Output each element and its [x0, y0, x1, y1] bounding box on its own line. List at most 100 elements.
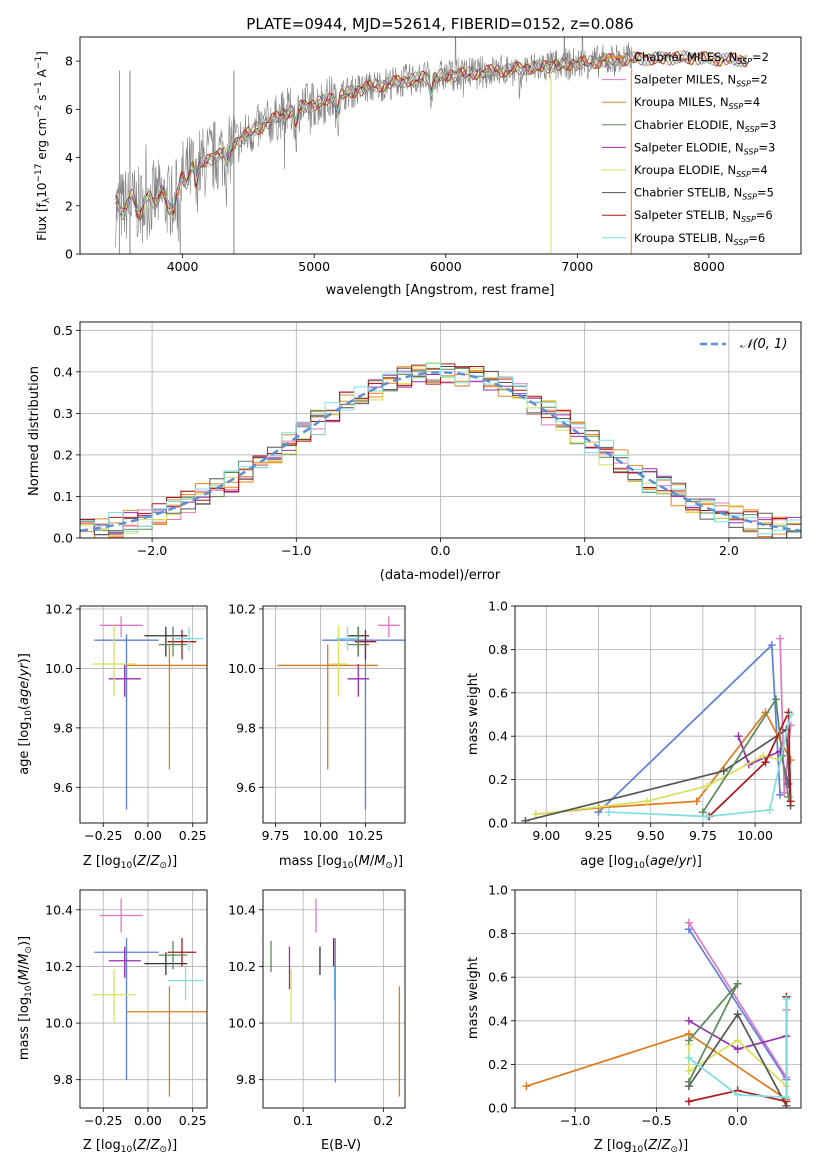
age-vs-Z-panel: −0.25 0.00 0.25 9.6 9.8 10.0 10.2	[45, 601, 208, 843]
y-tick-label: 10.2	[228, 959, 256, 974]
x-tick-label: −2.0	[137, 543, 167, 558]
y-tick-label: 0.6	[488, 685, 508, 700]
legend-label: Chabrier STELIB, NSSP=5	[634, 186, 774, 202]
weight-vs-age-panel: 9.00 9.25 9.50 9.75 10.00 0.0 0.2 0.4 0.6 0.8 1.0	[488, 599, 802, 844]
plot-marks	[92, 616, 207, 810]
y-tick-label: 0.0	[488, 816, 508, 831]
legend-value: =4	[743, 95, 760, 109]
ticks: 9.00 9.25 9.50 9.75 10.00 0.0 0.2 0.4 0.6 0.8 1.0	[488, 599, 773, 844]
x-tick-label: −0.5	[641, 1113, 671, 1128]
massZ-ylabel: mass [log10(M/M⊙)]	[17, 936, 34, 1060]
y-tick-label: 10.0	[228, 1016, 256, 1031]
plot-marks	[522, 918, 791, 1108]
wZ-ylabel: mass weight	[466, 957, 481, 1039]
axes-frame	[262, 889, 406, 1109]
y-tick-label: 0.6	[488, 970, 508, 985]
grid	[515, 605, 801, 824]
legend-value: =2	[752, 50, 769, 64]
grid	[263, 606, 405, 823]
legend-subscript: SSP	[736, 80, 751, 89]
model-spectrum-line	[115, 50, 748, 220]
weight-point	[684, 918, 693, 927]
weight-line	[535, 754, 781, 816]
plot-marks	[80, 362, 801, 538]
legend-subscript: SSP	[736, 170, 751, 179]
observed-spectrum	[115, 37, 633, 254]
legend-value: =3	[758, 140, 775, 154]
y-tick-label: 9.6	[236, 780, 256, 795]
weight-point	[684, 1053, 693, 1062]
x-tick-label: 8000	[693, 259, 725, 274]
weight-point	[692, 797, 701, 806]
y-tick-label: 0.3	[53, 406, 73, 421]
weight-point	[771, 695, 780, 704]
axes-frame	[79, 605, 208, 824]
residuals-plot-area: −2.0 −1.0 0.0 1.0 2.0 0.0 0.1 0.2 0.3 0.4 0.5	[53, 321, 802, 558]
y-tick-label: 8	[65, 54, 73, 69]
axes-frame	[79, 321, 802, 539]
spectrum-xlabel: wavelength [Angstrom, rest frame]	[326, 283, 555, 298]
axes-frame	[79, 889, 208, 1109]
legend-subscript: SSP	[742, 193, 757, 202]
x-tick-label: −1.0	[560, 1113, 590, 1128]
y-tick-label: 2	[65, 198, 73, 213]
x-tick-label: 7000	[561, 259, 593, 274]
x-tick-label: 0.0	[728, 1113, 748, 1128]
y-tick-label: 10.2	[45, 959, 73, 974]
weight-point	[684, 1036, 693, 1045]
age-vs-mass-panel: 9.75 10.00 10.25 9.6 9.8 10.0 10.2	[228, 601, 406, 843]
legend-value: =4	[751, 163, 768, 177]
legend-label: Salpeter MILES, NSSP=2	[634, 73, 768, 89]
plot-marks	[115, 37, 748, 254]
legend-value: =2	[751, 73, 768, 87]
x-tick-label: 5000	[298, 259, 330, 274]
y-tick-label: 1.0	[488, 883, 508, 898]
y-tick-label: 0.1	[53, 489, 73, 504]
legend-value: =3	[760, 118, 777, 132]
ticks: −1.0 −0.5 0.0 0.0 0.2 0.4 0.6 0.8 1.0	[488, 883, 747, 1129]
legend-subscript: SSP	[729, 102, 744, 111]
x-tick-label: 0.00	[134, 828, 162, 843]
y-tick-label: 0.4	[488, 729, 508, 744]
weight-point	[522, 1082, 531, 1091]
y-tick-label: 9.6	[53, 780, 73, 795]
x-tick-label: 9.50	[637, 828, 665, 843]
ticks: −0.25 0.00 0.25 9.8 10.0 10.2 10.4	[45, 902, 206, 1128]
y-tick-label: 0.8	[488, 642, 508, 657]
y-tick-label: 6	[65, 102, 73, 117]
mass-vs-Z-panel: −0.25 0.00 0.25 9.8 10.0 10.2 10.4	[45, 889, 208, 1128]
legend-value: =5	[757, 186, 774, 200]
spectrum-plot-area: 4000 5000 6000 7000 8000 0 2 4 6 8	[65, 36, 802, 274]
mass-vs-EBV-panel: 0.1 0.2 9.8 10.0 10.2 10.4	[228, 889, 406, 1128]
normal-legend-label: 𝒩(0, 1)	[740, 337, 787, 352]
y-tick-label: 0.2	[53, 447, 73, 462]
residuals-xlabel: (data-model)/error	[380, 568, 501, 583]
weight-vs-Z-panel: −1.0 −0.5 0.0 0.0 0.2 0.4 0.6 0.8 1.0	[488, 883, 802, 1129]
y-tick-label: 1.0	[488, 599, 508, 614]
weight-point	[604, 808, 613, 817]
x-tick-label: 10.00	[303, 828, 339, 843]
massZ-xlabel: Z [log10(Z/Z⊙)]	[83, 1138, 177, 1155]
ticks: 4000 5000 6000 7000 8000 0 2 4 6 8	[65, 54, 725, 274]
weight-line	[608, 714, 792, 818]
weight-point	[642, 797, 651, 806]
weight-line	[702, 696, 790, 813]
x-tick-label: 9.75	[689, 828, 717, 843]
x-tick-label: 0.1	[293, 1113, 313, 1128]
x-tick-label: −0.25	[84, 1113, 122, 1128]
plot-marks	[270, 898, 401, 1097]
weight-point	[684, 1016, 693, 1025]
spectrum-title: PLATE=0944, MJD=52614, FIBERID=0152, z=0…	[246, 15, 633, 33]
weight-point	[698, 808, 707, 817]
y-tick-label: 0.2	[488, 1057, 508, 1072]
weight-point	[776, 634, 785, 643]
legend-subscript: SSP	[737, 57, 752, 66]
y-tick-label: 9.8	[236, 720, 256, 735]
y-tick-label: 10.2	[45, 601, 73, 616]
y-tick-label: 0.0	[488, 1101, 508, 1116]
ticks: 0.1 0.2 9.8 10.0 10.2 10.4	[228, 902, 393, 1128]
y-tick-label: 10.2	[228, 601, 256, 616]
x-tick-label: 6000	[430, 259, 462, 274]
weight-point	[786, 710, 795, 719]
